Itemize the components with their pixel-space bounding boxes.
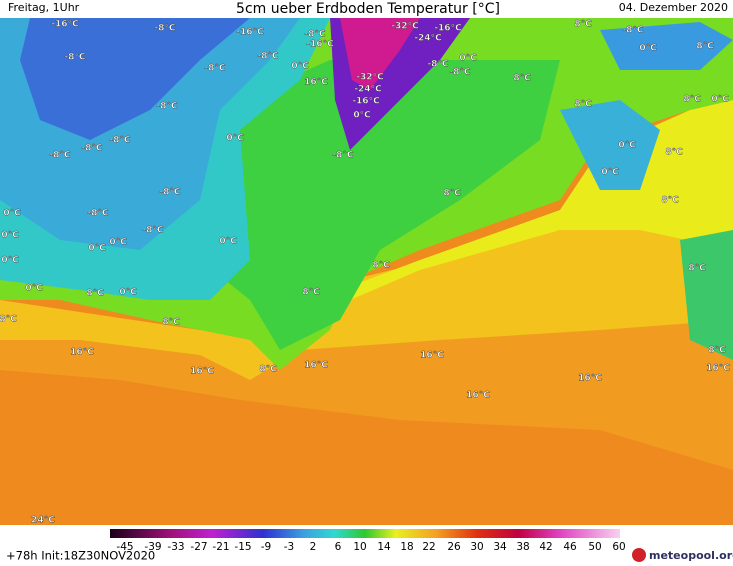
contour-label: 16°C <box>578 374 602 384</box>
contour-label: 8°C <box>688 264 706 274</box>
contour-label: 16°C <box>420 351 444 361</box>
scale-tick-label: 14 <box>377 541 391 553</box>
contour-label: -8°C <box>109 136 130 146</box>
contour-label: 0°C <box>601 168 619 178</box>
scale-tick-label: -33 <box>167 541 184 553</box>
contour-label: 0°C <box>109 238 127 248</box>
scale-tick-label: 6 <box>335 541 342 553</box>
contour-label: 8°C <box>574 100 592 110</box>
contour-label: 0°C <box>618 141 636 151</box>
contour-label: 16°C <box>466 391 490 401</box>
scale-tick-label: 10 <box>353 541 366 553</box>
contour-label: -8°C <box>332 151 353 161</box>
scale-tick-label: -15 <box>234 541 251 553</box>
contour-label: 0°C <box>119 288 137 298</box>
contour-label: 0°C <box>639 44 657 54</box>
contour-label: 8°C <box>302 288 320 298</box>
contour-label: 0°C <box>1 256 19 266</box>
scale-tick-label: 22 <box>422 541 435 553</box>
contour-label: 8°C <box>661 196 679 206</box>
contour-label: -16°C <box>306 40 334 50</box>
contour-label: -8°C <box>81 144 102 154</box>
map-field <box>0 18 733 525</box>
forecast-date: 04. Dezember 2020 <box>619 1 728 14</box>
contour-label: -8°C <box>49 151 70 161</box>
contour-label: -16°C <box>434 24 462 34</box>
scale-tick-label: 34 <box>493 541 507 553</box>
contour-label: -24°C <box>354 85 382 95</box>
scale-tick-label: -3 <box>284 541 294 553</box>
contour-label: 0°C <box>459 54 477 64</box>
contour-label: 24°C <box>31 516 55 526</box>
contour-label: 16°C <box>304 361 328 371</box>
contour-label: 16°C <box>190 367 214 377</box>
contour-label: 0°C <box>25 284 43 294</box>
contour-label: 0°C <box>88 244 106 254</box>
contour-label: 8°C <box>683 95 701 105</box>
contour-label: 8°C <box>708 346 726 356</box>
contour-label: -8°C <box>257 52 278 62</box>
forecast-day: Freitag, 1Uhr <box>8 1 80 14</box>
scale-tick-label: -9 <box>261 541 271 553</box>
scale-tick-label: 26 <box>447 541 461 553</box>
map-title: 5cm ueber Erdboden Temperatur [°C] <box>236 1 500 17</box>
scale-tick-label: 60 <box>612 541 625 553</box>
color-scale <box>110 529 620 538</box>
contour-label: 8°C <box>574 20 592 30</box>
contour-label: 0°C <box>1 231 19 241</box>
logo: meteopool.org <box>649 549 733 562</box>
contour-label: 0°C <box>226 134 244 144</box>
contour-label: 8°C <box>162 318 180 328</box>
contour-label: -8°C <box>156 102 177 112</box>
scale-tick-label: 46 <box>563 541 577 553</box>
contour-label: 8°C <box>0 315 17 325</box>
contour-label: 8°C <box>443 189 461 199</box>
contour-label: 8°C <box>86 289 104 299</box>
scale-tick-label: -39 <box>144 541 161 553</box>
contour-label: 0°C <box>291 62 309 72</box>
contour-label: -24°C <box>414 34 442 44</box>
contour-label: -8°C <box>87 209 108 219</box>
scale-tick-label: 38 <box>516 541 529 553</box>
contour-label: -8°C <box>622 26 643 36</box>
contour-label: -8°C <box>142 226 163 236</box>
contour-label: -8°C <box>154 24 175 34</box>
scale-tick-label: 42 <box>539 541 552 553</box>
contour-label: 0°C <box>353 111 371 121</box>
logo-icon <box>632 548 646 562</box>
contour-label: -16°C <box>236 28 264 38</box>
contour-label: -32°C <box>356 73 384 83</box>
contour-label: -8°C <box>159 188 180 198</box>
contour-label: 8°C <box>372 261 390 271</box>
contour-label: -16°C <box>352 97 380 107</box>
contour-label: -8°C <box>427 60 448 70</box>
contour-label: 16°C <box>70 348 94 358</box>
contour-label: -8°C <box>304 30 325 40</box>
scale-tick-label: 18 <box>400 541 413 553</box>
contour-label: 8°C <box>665 148 683 158</box>
contour-label: -32°C <box>391 22 419 32</box>
scale-tick-label: 30 <box>470 541 483 553</box>
contour-label: 8°C <box>259 365 277 375</box>
contour-label: 8°C <box>696 42 714 52</box>
contour-label: 0°C <box>3 209 21 219</box>
contour-label: 16°C <box>706 364 730 374</box>
scale-tick-label: 2 <box>310 541 317 553</box>
contour-label: -8°C <box>449 68 470 78</box>
contour-label: 0°C <box>711 95 729 105</box>
scale-tick-label: 50 <box>588 541 601 553</box>
contour-label: -16°C <box>51 20 79 30</box>
model-run: +78h Init:18Z30NOV2020 <box>6 549 155 563</box>
contour-label: 0°C <box>219 237 237 247</box>
scale-tick-label: -21 <box>212 541 229 553</box>
contour-label: 16°C <box>304 78 328 88</box>
contour-label: 8°C <box>513 74 531 84</box>
scale-tick-label: -27 <box>190 541 207 553</box>
contour-label: -8°C <box>204 64 225 74</box>
scale-tick-label: -45 <box>116 541 133 553</box>
contour-label: -8°C <box>64 53 85 63</box>
